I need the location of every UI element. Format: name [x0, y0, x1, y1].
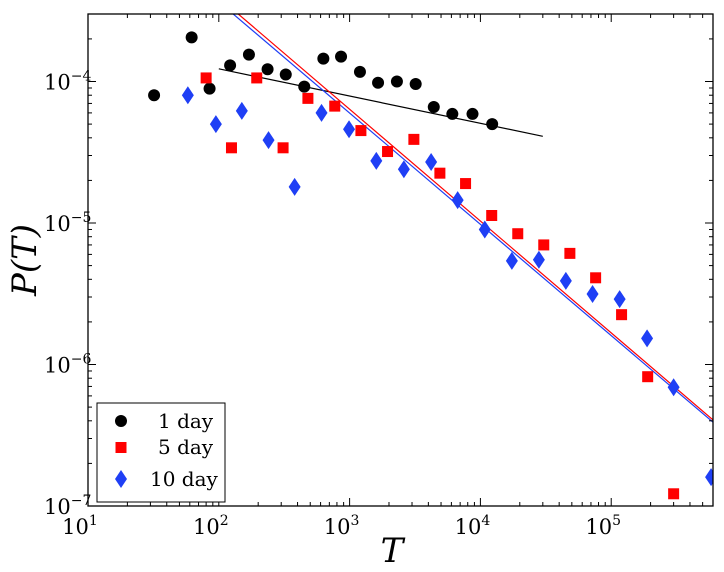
data-point-10-day — [288, 177, 301, 196]
data-point-1-day — [224, 59, 237, 72]
data-point-1-day — [298, 80, 311, 93]
plot-frame — [87, 13, 714, 507]
data-point-1-day — [353, 65, 366, 78]
legend-marker-1-day — [115, 415, 127, 427]
data-point-10-day — [586, 284, 599, 303]
data-point-1-day — [390, 75, 403, 88]
data-point-5-day — [225, 142, 237, 154]
data-point-10-day — [667, 378, 680, 397]
data-point-5-day — [434, 167, 446, 179]
y-axis-label: P(T) — [5, 224, 45, 297]
data-point-10-day — [181, 86, 194, 105]
data-point-1-day — [203, 82, 216, 95]
data-point-5-day — [616, 309, 628, 321]
data-point-5-day — [512, 228, 524, 240]
data-point-10-day — [478, 220, 491, 239]
legend-label-5-day: 5 day — [158, 435, 214, 459]
legend-label-10-day: 10 day — [150, 467, 219, 491]
data-point-5-day — [538, 239, 550, 251]
legend-label-1-day: 1 day — [158, 409, 214, 433]
data-point-5-day — [277, 142, 289, 154]
data-point-10-day — [343, 120, 356, 139]
data-point-10-day — [370, 151, 383, 170]
data-point-1-day — [372, 76, 385, 89]
data-point-5-day — [668, 488, 680, 500]
data-point-5-day — [564, 247, 576, 259]
data-point-5-day — [251, 72, 263, 84]
data-point-1-day — [148, 89, 161, 102]
fit-line-5-day — [237, 14, 713, 421]
data-point-1-day — [427, 101, 440, 114]
data-point-5-day — [302, 92, 314, 104]
y-tick-label: 10−7 — [44, 493, 91, 519]
data-point-1-day — [185, 31, 198, 44]
data-point-1-day — [446, 107, 459, 120]
data-point-5-day — [590, 272, 602, 284]
data-point-1-day — [279, 68, 292, 81]
data-point-5-day — [460, 178, 472, 190]
data-point-10-day — [641, 329, 654, 348]
data-point-1-day — [335, 50, 348, 63]
data-point-10-day — [505, 251, 518, 270]
legend-marker-5-day — [115, 442, 127, 453]
data-point-10-day — [532, 250, 545, 269]
data-point-5-day — [382, 146, 394, 158]
data-point-1-day — [409, 78, 422, 91]
data-point-5-day — [408, 133, 420, 145]
data-point-1-day — [261, 63, 274, 76]
legend: 1 day 5 day 10 day — [96, 402, 226, 503]
data-point-1-day — [486, 118, 499, 131]
data-point-5-day — [355, 125, 367, 137]
data-point-1-day — [466, 107, 479, 120]
data-point-10-day — [397, 160, 410, 179]
data-point-5-day — [486, 209, 498, 221]
data-point-5-day — [200, 72, 212, 84]
data-point-1-day — [317, 52, 330, 65]
data-point-10-day — [262, 131, 275, 150]
data-point-5-day — [329, 100, 341, 112]
fit-line-10-day — [232, 14, 713, 423]
x-axis-label: T — [381, 531, 406, 571]
data-point-1-day — [242, 48, 255, 61]
data-point-10-day — [451, 191, 464, 210]
data-point-10-day — [559, 271, 572, 290]
legend-marker-10-day — [115, 470, 127, 488]
data-point-10-day — [315, 103, 328, 122]
data-point-5-day — [642, 371, 654, 383]
data-point-10-day — [425, 152, 438, 171]
data-point-10-day — [613, 290, 626, 309]
data-point-10-day — [705, 468, 713, 487]
data-point-10-day — [209, 115, 222, 134]
data-point-10-day — [235, 101, 248, 120]
